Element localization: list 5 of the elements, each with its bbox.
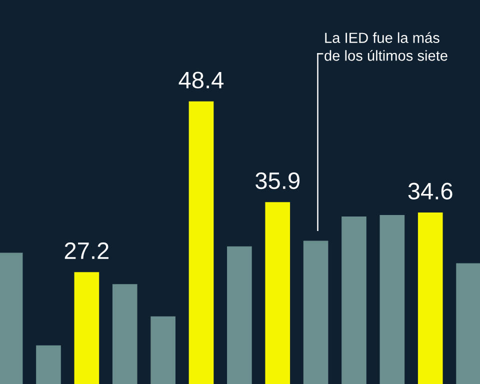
data-label: 48.4 [178, 72, 224, 88]
annotation: La IED fue la más de los últimos siete [324, 32, 448, 61]
data-label: 27.2 [64, 242, 108, 259]
data-label: 34.6 [408, 182, 452, 200]
data-label: 35.9 [256, 172, 300, 190]
